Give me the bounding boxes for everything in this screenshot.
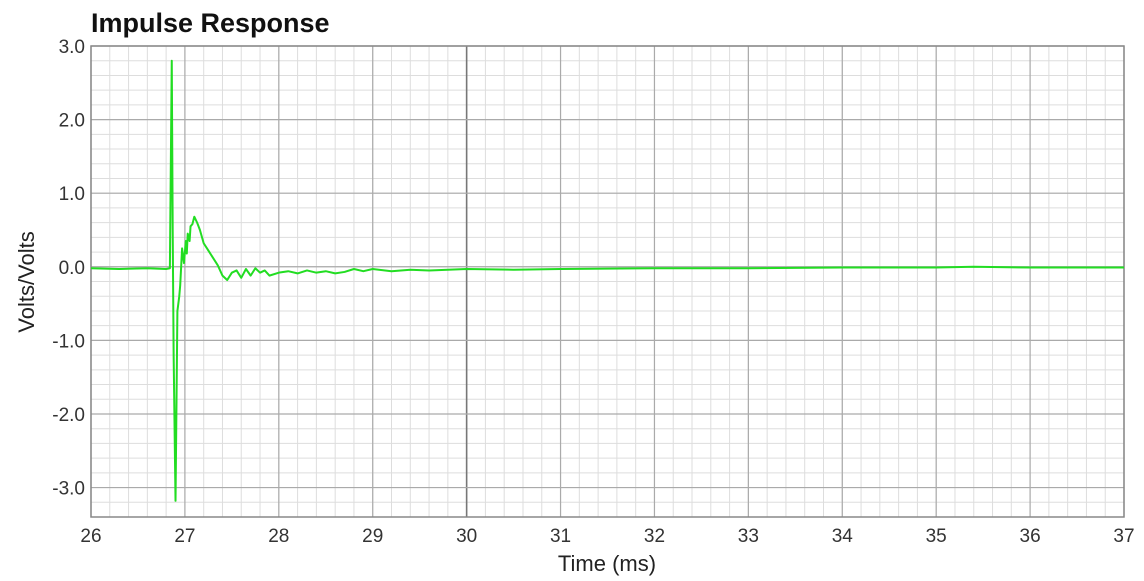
x-tick-label: 31	[550, 526, 571, 547]
x-tick-label: 37	[1113, 526, 1134, 547]
impulse-series-line	[90, 59, 1124, 502]
y-tick-label: 0.0	[59, 258, 85, 279]
series-layer	[90, 59, 1124, 502]
y-tick-label: -1.0	[52, 331, 85, 352]
y-tick-labels: 3.0 2.0 1.0 0.0 -1.0 -2.0 -3.0	[52, 37, 85, 500]
x-tick-label: 35	[926, 526, 947, 547]
y-tick-label: 2.0	[59, 111, 85, 132]
x-axis-label: Time (ms)	[558, 551, 656, 576]
x-tick-label: 30	[456, 526, 477, 547]
x-tick-label: 32	[644, 526, 665, 547]
x-tick-labels: 26 27 28 29 30 31 32 33 34 35 36 37	[80, 526, 1134, 547]
y-tick-label: 1.0	[59, 184, 85, 205]
x-tick-label: 33	[738, 526, 759, 547]
x-tick-label: 28	[268, 526, 289, 547]
x-tick-label: 34	[832, 526, 854, 547]
x-tick-label: 36	[1020, 526, 1041, 547]
plot-frame	[90, 45, 1125, 518]
y-tick-label: 3.0	[59, 37, 85, 58]
x-tick-label: 27	[174, 526, 195, 547]
y-axis-label: Volts/Volts	[14, 231, 39, 333]
chart-title: Impulse Response	[91, 8, 330, 38]
minor-grid	[90, 45, 1125, 518]
y-tick-label: -3.0	[52, 479, 85, 500]
x-tick-label: 26	[80, 526, 101, 547]
x-tick-label: 29	[362, 526, 383, 547]
y-tick-label: -2.0	[52, 405, 85, 426]
